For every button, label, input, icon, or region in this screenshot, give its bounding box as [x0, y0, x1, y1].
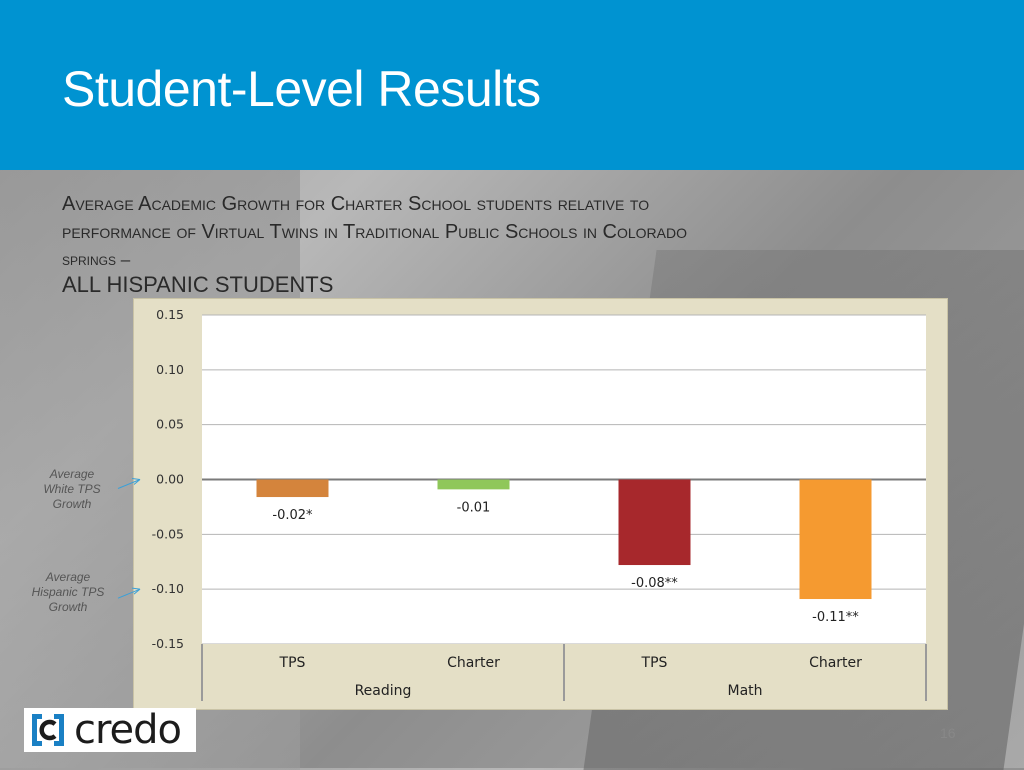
credo-bracket-c-icon — [32, 714, 64, 746]
title-bar: Student-Level Results — [0, 0, 1024, 170]
bar-math-tps — [618, 479, 691, 566]
annotation-white-tps: Average White TPS Growth — [43, 467, 101, 511]
y-tick-label: 0.00 — [156, 472, 184, 487]
page-number: 16 — [940, 725, 956, 741]
data-label: -0.11** — [812, 610, 859, 625]
bar-math-charter — [799, 479, 872, 600]
y-tick-label: 0.10 — [156, 362, 184, 377]
bar-reading-tps — [256, 479, 329, 498]
data-label: -0.01 — [457, 500, 491, 515]
arrow-white-tps — [117, 479, 141, 489]
x-category-label: TPS — [641, 655, 668, 671]
x-category-label: Charter — [447, 655, 500, 671]
credo-logo: credo — [24, 708, 196, 752]
arrow-hispanic-tps — [117, 588, 141, 599]
slide-title: Student-Level Results — [62, 61, 541, 117]
data-label: -0.08** — [631, 576, 678, 591]
subtitle-group: ALL HISPANIC STUDENTS — [62, 272, 334, 297]
y-tick-label: -0.15 — [152, 636, 184, 651]
x-category-label: TPS — [279, 655, 306, 671]
data-label: -0.02* — [272, 508, 313, 523]
x-group-label: Math — [727, 683, 762, 699]
arrow-white-tps-head — [131, 478, 141, 485]
subtitle-line-3: springs – — [62, 250, 131, 269]
subtitle-line-1: Average Academic Growth for Charter Scho… — [62, 193, 650, 215]
annotation-hispanic-tps: Average Hispanic TPS Growth — [31, 570, 105, 614]
y-tick-label: 0.05 — [156, 417, 184, 432]
chart-subtitle: Average Academic Growth for Charter Scho… — [62, 190, 922, 274]
y-tick-label: -0.05 — [152, 526, 184, 541]
x-category-label: Charter — [809, 655, 862, 671]
y-tick-label: 0.15 — [156, 307, 184, 322]
subtitle-line-2: performance of Virtual Twins in Traditio… — [62, 221, 687, 243]
y-tick-label: -0.10 — [152, 581, 184, 596]
logo-wordmark: credo — [74, 707, 182, 753]
x-group-label: Reading — [355, 683, 412, 699]
arrow-hispanic-tps-head — [131, 587, 141, 595]
bar-reading-charter — [437, 479, 510, 490]
